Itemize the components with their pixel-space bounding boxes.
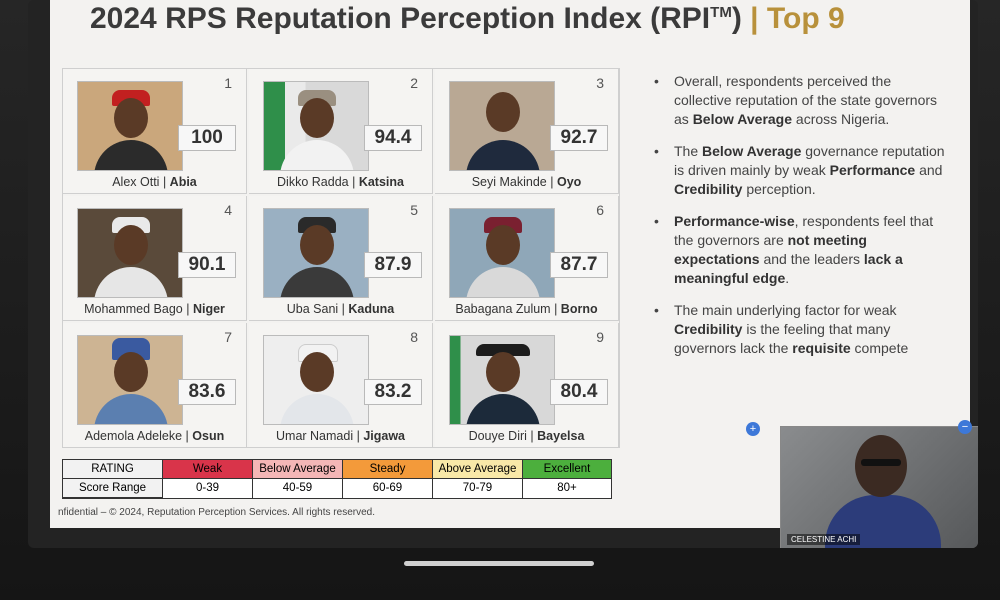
score-value: 87.7	[550, 252, 608, 278]
slide-footer: nfidential – © 2024, Reputation Percepti…	[58, 507, 375, 518]
governor-name: Douye Diri | Bayelsa	[468, 429, 585, 443]
range-below-average: 40-59	[253, 479, 343, 498]
level-excellent: Excellent	[523, 460, 611, 479]
governor-photo	[449, 208, 555, 298]
bullet-icon: •	[654, 73, 659, 89]
rank-number: 9	[596, 329, 604, 345]
rank-number: 4	[224, 202, 232, 218]
governor-card: 6 87.7 Babagana Zulum | Borno	[435, 196, 619, 321]
title-trademark: TM	[710, 4, 732, 21]
governor-photo	[263, 208, 369, 298]
governor-photo	[263, 81, 369, 171]
level-steady: Steady	[343, 460, 433, 479]
score-value: 87.9	[364, 252, 422, 278]
governor-photo	[449, 335, 555, 425]
video-call-tile[interactable]: CELESTINE ACHI	[780, 426, 978, 548]
rank-number: 6	[596, 202, 604, 218]
rank-number: 5	[410, 202, 418, 218]
presentation-slide: 2024 RPS Reputation Perception Index (RP…	[50, 0, 970, 528]
range-weak: 0-39	[163, 479, 253, 498]
bullet-icon: •	[654, 213, 659, 229]
score-value: 94.4	[364, 125, 422, 151]
rating-header: RATING	[63, 460, 163, 479]
participant-avatar	[821, 435, 941, 548]
governor-name: Seyi Makinde | Oyo	[471, 175, 582, 189]
rank-number: 3	[596, 75, 604, 91]
score-value: 83.6	[178, 379, 236, 405]
expand-icon[interactable]: +	[746, 422, 760, 436]
finding-item: • Performance-wise, respondents feel tha…	[654, 213, 934, 286]
rank-number: 7	[224, 329, 232, 345]
rank-number: 8	[410, 329, 418, 345]
level-below-average: Below Average	[253, 460, 343, 479]
minimize-icon[interactable]: −	[958, 420, 972, 434]
participant-name: CELESTINE ACHI	[787, 534, 861, 545]
title-main: 2024 RPS Reputation Perception Index (RP…	[90, 2, 711, 35]
finding-item: • The Below Average governance reputatio…	[654, 143, 945, 197]
score-value: 100	[178, 125, 236, 151]
rank-number: 1	[224, 75, 232, 91]
governor-card: 4 90.1 Mohammed Bago | Niger	[63, 196, 247, 321]
rating-legend: RATING Score Range Weak Below Average St…	[62, 459, 612, 499]
governor-state: Borno	[560, 302, 598, 316]
finding-item: • Overall, respondents perceived the col…	[654, 73, 938, 127]
governor-photo	[77, 81, 183, 171]
bullet-icon: •	[654, 302, 659, 318]
score-value: 90.1	[178, 252, 236, 278]
home-indicator[interactable]	[404, 561, 594, 566]
level-above-average: Above Average	[433, 460, 523, 479]
title-top9: Top 9	[766, 2, 845, 35]
governor-photo	[77, 208, 183, 298]
findings-list: • Overall, respondents perceived the col…	[646, 72, 946, 371]
governor-name: Ademola Adeleke | Osun	[84, 429, 225, 443]
range-header: Score Range	[63, 479, 163, 498]
governor-state: Osun	[192, 429, 225, 443]
governor-state: Oyo	[556, 175, 582, 189]
slide-title: 2024 RPS Reputation Perception Index (RP…	[90, 2, 970, 42]
governor-card: 2 94.4 Dikko Radda | Katsina	[249, 69, 433, 194]
governor-photo	[77, 335, 183, 425]
governor-state: Bayelsa	[537, 429, 585, 443]
rank-number: 2	[410, 75, 418, 91]
range-steady: 60-69	[343, 479, 433, 498]
governor-state: Abia	[169, 175, 197, 189]
governor-ranking-grid: 1 100 Alex Otti | Abia 2 94.4 Dikko Radd…	[62, 68, 620, 448]
governor-name: Alex Otti | Abia	[112, 175, 197, 189]
score-value: 92.7	[550, 125, 608, 151]
governor-card: 5 87.9 Uba Sani | Kaduna	[249, 196, 433, 321]
governor-card: 7 83.6 Ademola Adeleke | Osun	[63, 323, 247, 448]
governor-photo	[449, 81, 555, 171]
governor-name: Babagana Zulum | Borno	[455, 302, 598, 316]
range-excellent: 80+	[523, 479, 611, 498]
governor-name: Umar Namadi | Jigawa	[276, 429, 405, 443]
governor-state: Kaduna	[348, 302, 395, 316]
governor-state: Niger	[192, 302, 225, 316]
score-value: 80.4	[550, 379, 608, 405]
governor-state: Jigawa	[363, 429, 405, 443]
bullet-icon: •	[654, 143, 659, 159]
title-close: )	[731, 2, 742, 35]
title-separator: |	[750, 2, 759, 35]
governor-card: 1 100 Alex Otti | Abia	[63, 69, 247, 194]
finding-item: • The main underlying factor for weak Cr…	[654, 302, 909, 356]
governor-photo	[263, 335, 369, 425]
governor-card: 3 92.7 Seyi Makinde | Oyo	[435, 69, 619, 194]
governor-name: Mohammed Bago | Niger	[84, 302, 225, 316]
level-weak: Weak	[163, 460, 253, 479]
governor-name: Uba Sani | Kaduna	[286, 302, 395, 316]
governor-name: Dikko Radda | Katsina	[277, 175, 404, 189]
range-above-average: 70-79	[433, 479, 523, 498]
governor-card: 8 83.2 Umar Namadi | Jigawa	[249, 323, 433, 448]
governor-card: 9 80.4 Douye Diri | Bayelsa	[435, 323, 619, 448]
tablet-screen: 2024 RPS Reputation Perception Index (RP…	[28, 0, 978, 548]
governor-state: Katsina	[358, 175, 404, 189]
score-value: 83.2	[364, 379, 422, 405]
